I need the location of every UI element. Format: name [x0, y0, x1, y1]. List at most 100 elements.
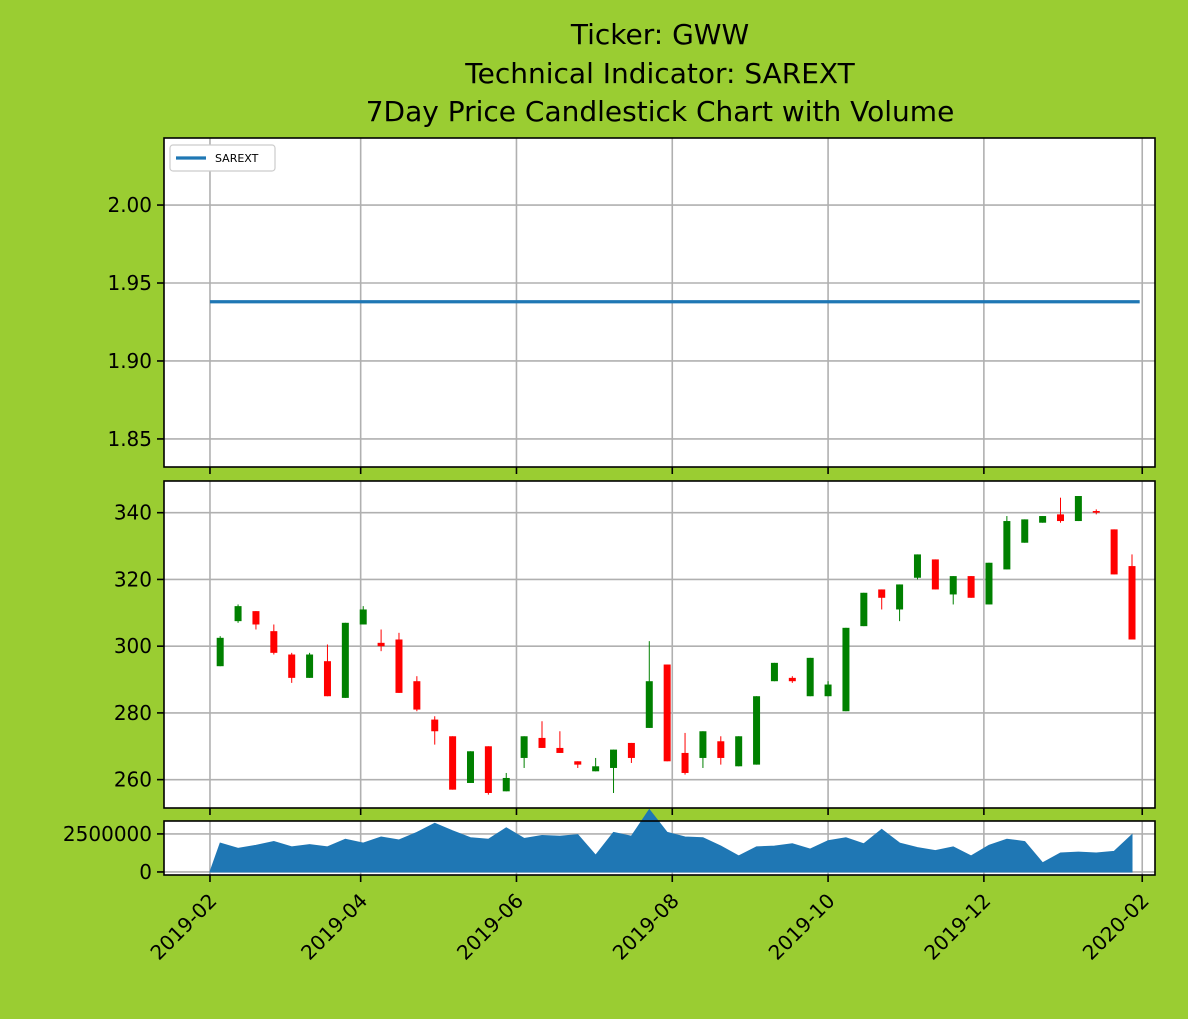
candle-body — [896, 584, 904, 610]
candle-2020-01-21 — [1110, 529, 1118, 575]
candle-2019-08-27 — [735, 736, 743, 767]
candle-2019-07-23 — [645, 641, 653, 728]
candle-body — [359, 609, 367, 625]
candle-2019-02-12 — [234, 604, 242, 623]
candle-2019-05-14 — [466, 751, 474, 783]
candle-2019-06-25 — [574, 761, 582, 768]
candle-body — [520, 736, 528, 758]
candle-body — [860, 592, 868, 627]
candle-body — [842, 627, 850, 712]
candle-2019-06-11 — [538, 721, 546, 748]
candle-body — [1092, 511, 1100, 513]
candle-2019-02-26 — [270, 624, 278, 655]
candle-body — [931, 559, 939, 590]
candle-2019-11-26 — [967, 576, 975, 598]
candle-body — [556, 747, 564, 753]
candle-2020-01-14 — [1092, 509, 1100, 515]
price-grid — [164, 481, 1155, 808]
candle-body — [395, 639, 403, 693]
candle-2019-04-23 — [413, 676, 421, 712]
price-ytick-label-2: 300 — [114, 634, 152, 658]
candle-body — [878, 589, 886, 598]
volume-ytick-label-1: 2500000 — [63, 822, 152, 846]
candle-2019-12-10 — [1003, 516, 1011, 570]
legend-box — [169, 144, 276, 172]
candle-body — [788, 677, 796, 682]
candle-body — [1128, 566, 1136, 640]
candle-2020-01-07 — [1074, 496, 1082, 522]
candle-body — [484, 746, 492, 793]
candle-body — [1003, 521, 1011, 570]
candle-body — [949, 576, 957, 595]
candle-body — [806, 657, 814, 697]
indicator-grid — [164, 138, 1155, 467]
candle-2019-02-19 — [252, 611, 260, 630]
candle-body — [252, 611, 260, 625]
candle-body — [645, 681, 653, 728]
candle-body — [306, 654, 314, 678]
candle-body — [753, 696, 761, 765]
legend: SAREXT — [169, 144, 276, 172]
candle-2019-04-02 — [359, 606, 367, 625]
candle-2019-09-03 — [753, 696, 761, 765]
candle-2019-07-09 — [610, 749, 618, 793]
candle-body — [1039, 516, 1047, 523]
candle-2019-12-24 — [1039, 516, 1047, 523]
candle-2019-03-26 — [341, 622, 349, 698]
chart-title-line-1: Ticker: GWW — [570, 18, 749, 51]
candle-2019-08-20 — [717, 736, 725, 765]
candle-body — [1021, 519, 1029, 543]
volume-panel: 0 2500000 — [63, 808, 1156, 884]
candle-body — [1056, 514, 1064, 522]
candle-2019-10-01 — [824, 681, 832, 697]
candle-body — [824, 684, 832, 697]
candle-2019-07-30 — [663, 664, 671, 762]
chart-title-line-2: Technical Indicator: SAREXT — [464, 57, 855, 90]
candle-body — [502, 777, 510, 792]
candle-body — [663, 664, 671, 762]
candle-2019-06-18 — [556, 731, 564, 753]
candle-body — [627, 742, 635, 758]
indicator-panel: 1.85 1.90 1.95 2.00 SAREXT — [107, 137, 1156, 474]
indicator-ytick-label-0: 1.85 — [107, 427, 152, 451]
candle-2019-04-09 — [377, 629, 385, 652]
candle-body — [699, 731, 707, 758]
candle-body — [431, 719, 439, 732]
candle-body — [610, 749, 618, 768]
candle-body — [574, 761, 582, 765]
candle-body — [1110, 529, 1118, 575]
volume-area — [209, 808, 1133, 873]
candle-2019-05-28 — [502, 772, 510, 792]
candle-2019-04-30 — [431, 716, 439, 745]
candle-2019-10-08 — [842, 627, 850, 712]
indicator-ytick-label-2: 1.95 — [107, 271, 152, 295]
candle-2019-03-19 — [323, 644, 331, 697]
price-panel: 260 280 300 320 340 — [114, 480, 1156, 815]
candle-2019-09-17 — [788, 676, 796, 683]
candle-2019-02-05 — [216, 636, 224, 667]
candle-body — [913, 554, 921, 578]
price-ytick-label-1: 280 — [114, 701, 152, 725]
candle-2019-10-15 — [860, 592, 868, 627]
legend-label: SAREXT — [215, 152, 259, 165]
candle-body — [592, 766, 600, 772]
candle-2019-03-05 — [288, 652, 296, 683]
price-ytick-label-4: 340 — [114, 501, 152, 525]
candle-body — [967, 576, 975, 598]
indicator-ytick-label-3: 2.00 — [107, 193, 152, 217]
candle-body — [1074, 496, 1082, 522]
indicator-frame — [163, 137, 1156, 468]
candle-2019-05-07 — [449, 736, 457, 790]
candle-body — [538, 737, 546, 748]
candle-2019-10-29 — [896, 584, 904, 622]
candle-2019-11-05 — [913, 554, 921, 580]
candle-body — [270, 631, 278, 653]
candle-body — [735, 736, 743, 767]
candle-2019-03-12 — [306, 652, 314, 678]
candle-2020-01-28 — [1128, 554, 1136, 640]
candle-body — [985, 562, 993, 605]
candle-2019-11-12 — [931, 559, 939, 590]
candle-2019-07-16 — [627, 742, 635, 763]
candle-body — [323, 661, 331, 697]
